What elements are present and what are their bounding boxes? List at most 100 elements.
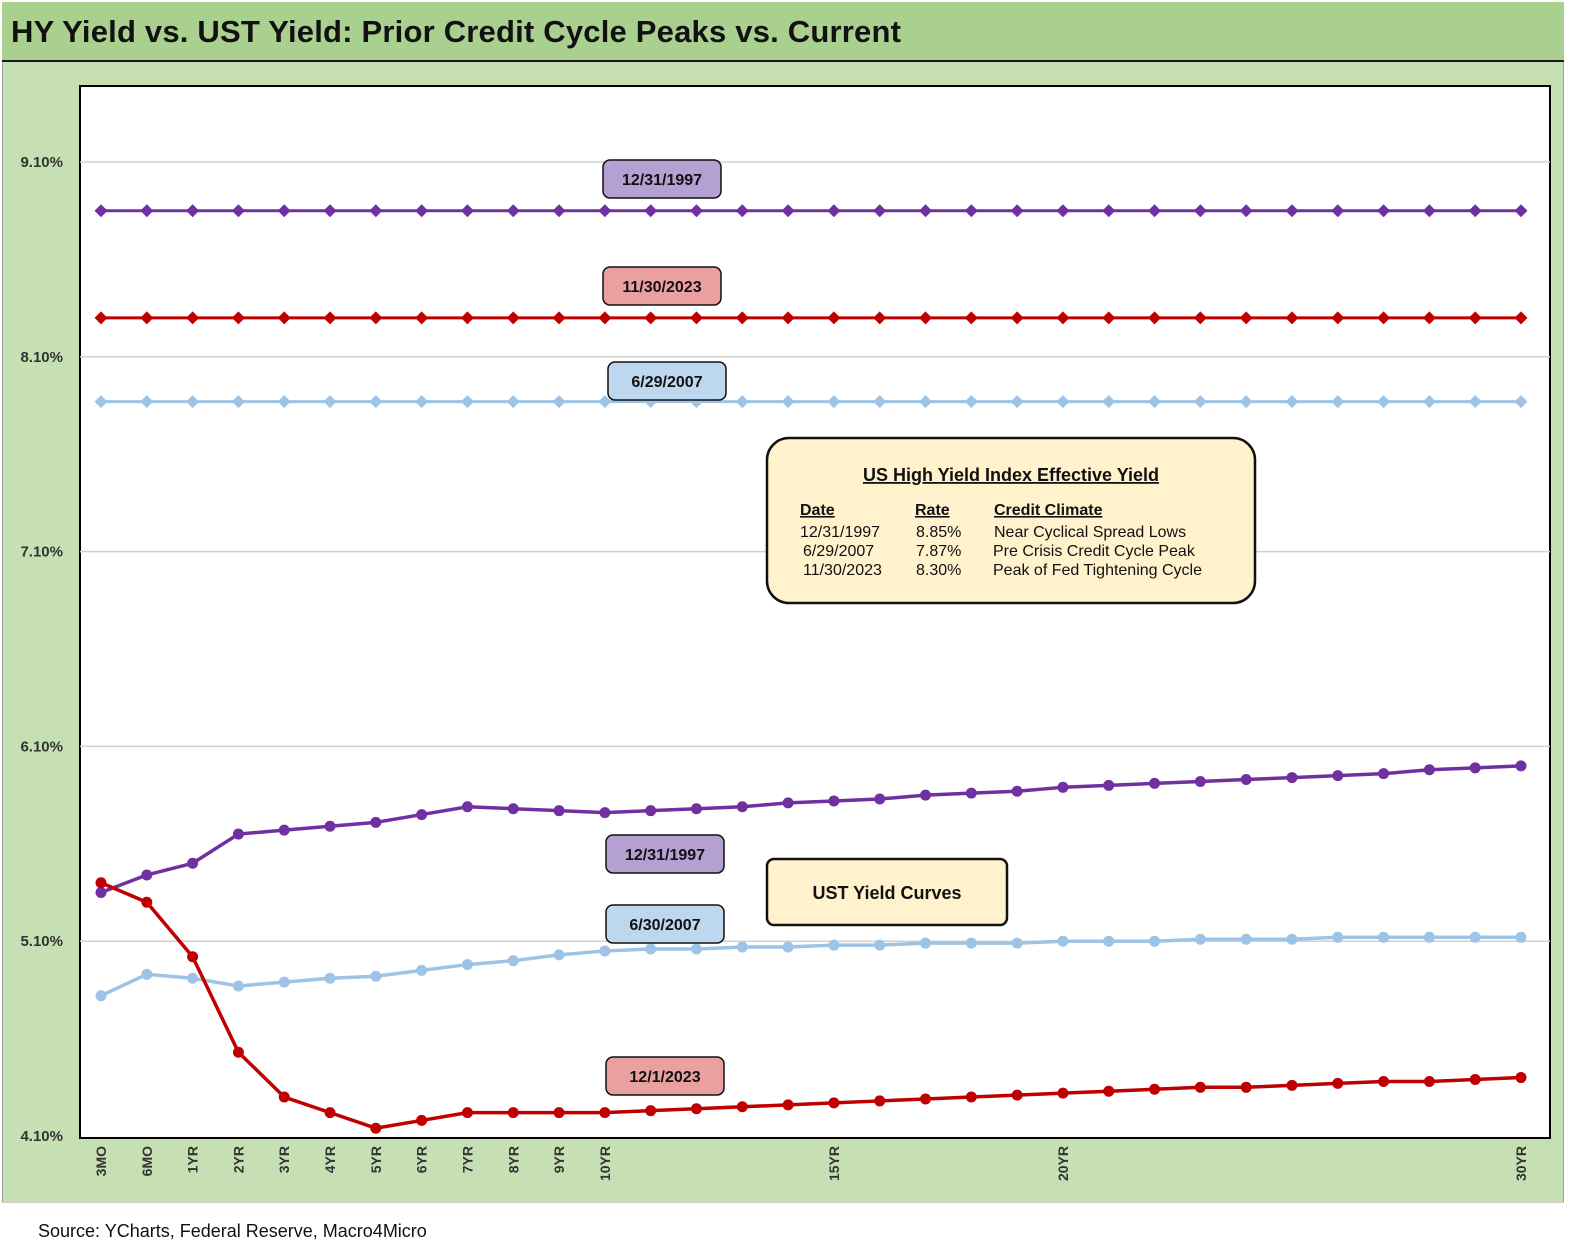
series-marker <box>1285 204 1299 218</box>
series-marker <box>1377 395 1391 409</box>
date-tag: 12/1/2023 <box>605 1056 725 1096</box>
series-marker <box>920 1093 932 1105</box>
series-marker <box>553 949 565 961</box>
series-marker <box>1514 395 1528 409</box>
series-marker <box>95 887 107 898</box>
series-marker <box>919 204 933 218</box>
x-tick-label: 10YR <box>597 1146 613 1181</box>
series-marker <box>645 943 657 955</box>
x-tick-label: 1YR <box>185 1146 201 1173</box>
date-tag-box <box>605 904 725 944</box>
series-marker <box>232 1046 244 1058</box>
series-marker <box>324 1107 336 1119</box>
series-marker <box>277 204 291 218</box>
series-marker <box>645 805 657 817</box>
series-marker <box>1148 204 1162 218</box>
x-tick-label: 2YR <box>230 1146 246 1173</box>
y-tick-label: 7.10% <box>20 544 63 561</box>
hy-info-box-frame <box>765 436 1257 605</box>
series-marker <box>1010 311 1024 325</box>
series-marker <box>1285 311 1299 325</box>
series-marker <box>598 204 612 218</box>
series-marker <box>506 311 520 325</box>
x-tick-label: 7YR <box>459 1146 475 1173</box>
hy-info-cell: Near Cyclical Spread Lows <box>994 524 1186 541</box>
series-marker <box>1011 1089 1023 1101</box>
tag-layer: 12/31/1997 11/30/2023 6/29/2007 12/31/1997 6… <box>602 159 727 1096</box>
series-marker <box>1103 935 1115 947</box>
series-marker <box>187 951 199 963</box>
series-marker <box>919 395 933 409</box>
series-marker <box>598 395 612 409</box>
series-marker <box>781 395 795 409</box>
series-marker <box>278 1091 290 1103</box>
series-marker <box>1102 311 1116 325</box>
series-marker <box>231 204 245 218</box>
series-marker <box>1332 1077 1344 1089</box>
series-marker <box>599 807 611 819</box>
source-note: Source: YCharts, Federal Reserve, Macro4… <box>38 1221 427 1241</box>
series-marker <box>324 820 336 832</box>
series-marker <box>277 311 291 325</box>
series-marker <box>1515 760 1527 772</box>
series-marker <box>690 803 702 815</box>
series-marker <box>735 395 749 409</box>
series-marker <box>736 1101 748 1113</box>
series-marker <box>1102 395 1116 409</box>
hy-info-title: US High Yield Index Effective Yield <box>863 465 1159 485</box>
series-marker <box>186 311 200 325</box>
series-marker <box>599 1107 611 1119</box>
series-marker <box>1057 781 1069 793</box>
plot-area <box>79 85 1551 1139</box>
y-tick-label: 6.10% <box>20 738 63 755</box>
series-marker <box>781 204 795 218</box>
series-marker <box>1332 931 1344 943</box>
series-marker <box>323 311 337 325</box>
series-marker <box>1468 204 1482 218</box>
series-marker <box>1011 785 1023 797</box>
date-tag: 11/30/2023 <box>602 266 722 306</box>
series-marker <box>552 395 566 409</box>
x-tick-label: 5YR <box>368 1146 384 1173</box>
ust-box: UST Yield Curves <box>765 857 1009 927</box>
series-marker <box>369 395 383 409</box>
series-marker <box>828 795 840 807</box>
chart-area: 12/31/1997 11/30/2023 6/29/2007 12/31/1997 6… <box>2 62 1564 1202</box>
date-tag-box <box>602 159 722 199</box>
series-marker <box>1194 933 1206 945</box>
series-marker <box>552 204 566 218</box>
series-marker <box>1515 931 1527 943</box>
series-marker <box>506 204 520 218</box>
ust-box-label: UST Yield Curves <box>812 883 961 903</box>
series-marker <box>1331 204 1345 218</box>
series-marker <box>736 801 748 813</box>
series-marker <box>95 990 107 1002</box>
series-marker <box>277 395 291 409</box>
series-marker <box>644 204 658 218</box>
series-layer <box>94 204 1528 1134</box>
series-marker <box>231 395 245 409</box>
series-marker <box>1239 311 1253 325</box>
series-marker <box>1515 1072 1527 1084</box>
series-marker <box>1056 204 1070 218</box>
series-marker <box>186 395 200 409</box>
date-tag: 12/31/1997 <box>605 834 725 874</box>
series-marker <box>1422 395 1436 409</box>
series-marker <box>1423 764 1435 776</box>
series-marker <box>965 787 977 799</box>
series-marker <box>1057 935 1069 947</box>
series-marker <box>1149 1083 1161 1095</box>
series-marker <box>964 311 978 325</box>
hy-info-cell: Pre Crisis Credit Cycle Peak <box>993 543 1196 560</box>
series-marker <box>1423 931 1435 943</box>
y-tick-label: 4.10% <box>20 1128 63 1145</box>
series-marker <box>689 204 703 218</box>
series-marker <box>231 311 245 325</box>
series-marker <box>461 801 473 813</box>
series-marker <box>1378 931 1390 943</box>
series-marker <box>965 937 977 949</box>
axis-layer: 4.10% 5.10% 6.10% 7.10% 8.10% 9.10% 3MO 6MO 1YR 2… <box>20 154 1529 1181</box>
box-layer: US High Yield Index Effective Yield Date R… <box>765 436 1257 927</box>
date-tag-label: 12/31/1997 <box>625 847 705 864</box>
hy-info-header: Rate <box>915 502 950 519</box>
